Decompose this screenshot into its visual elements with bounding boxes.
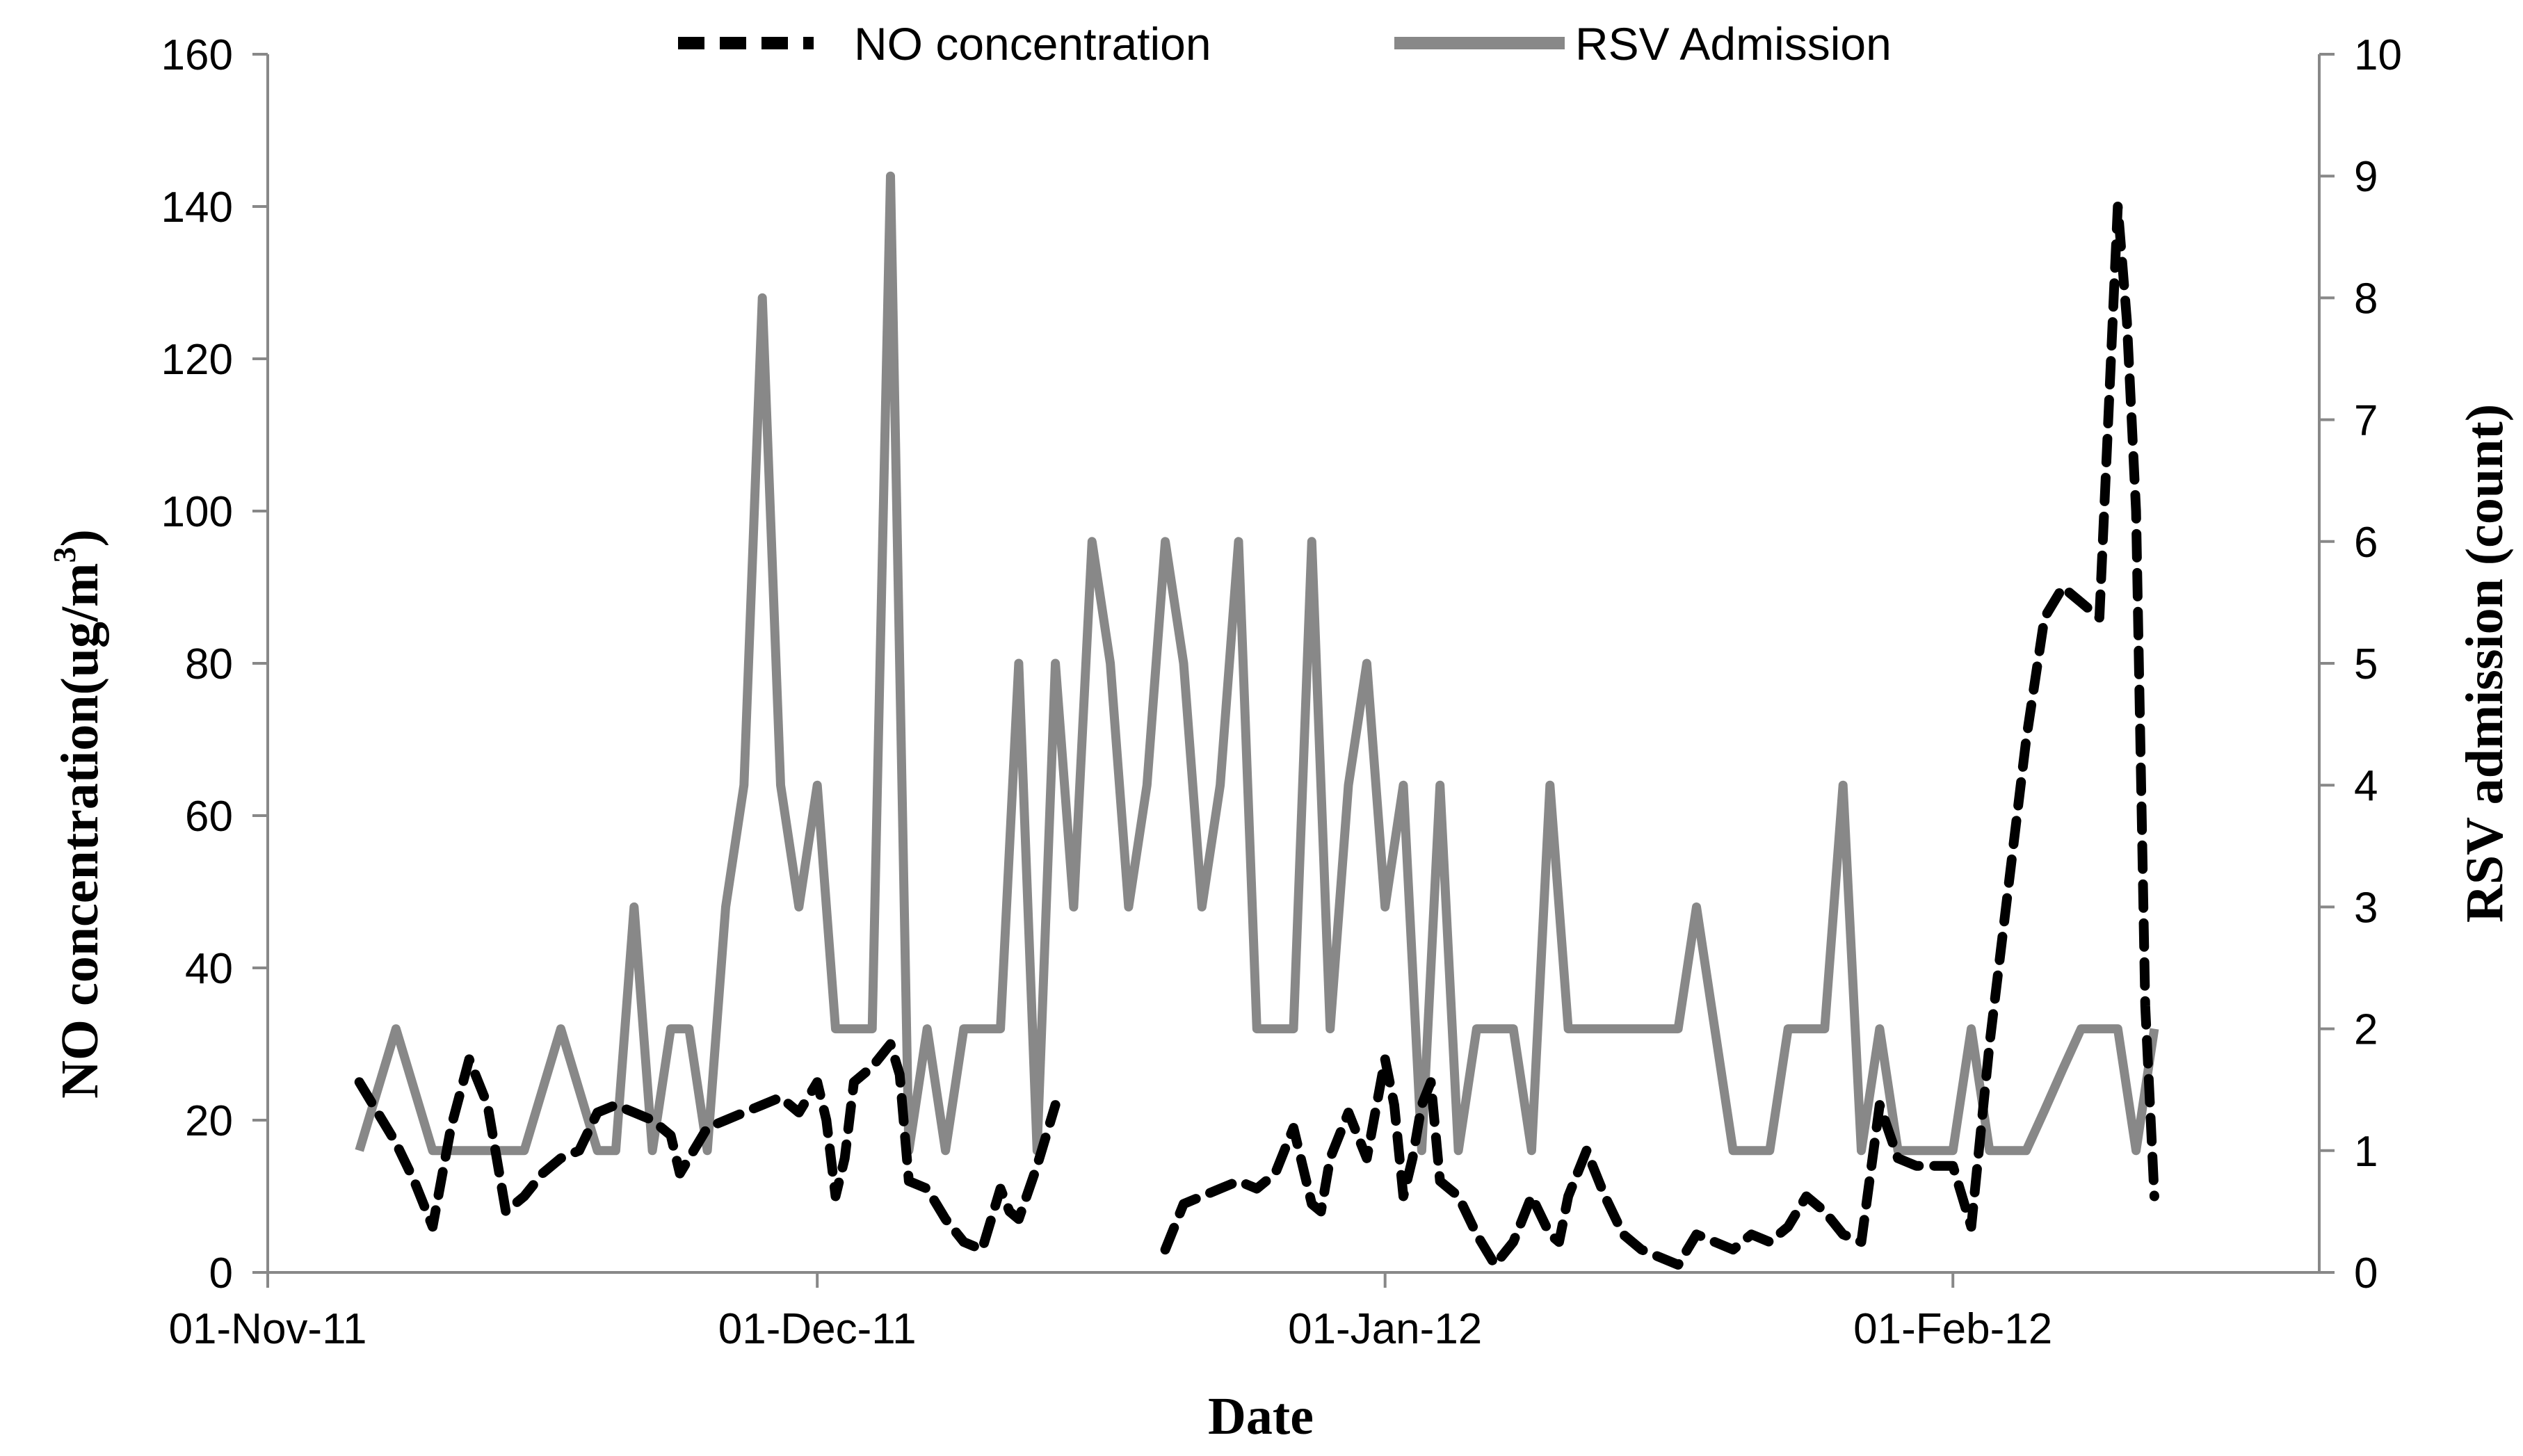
left-y-tick-label: 0 [209, 1249, 233, 1297]
left-y-tick-label: 100 [161, 488, 233, 536]
left-y-tick-label: 120 [161, 336, 233, 384]
rsv-admission-series-line [355, 171, 2159, 1156]
legend: NO concentration RSV Admission [678, 18, 1892, 70]
x-tick-label: 01-Dec-11 [718, 1305, 917, 1353]
left-y-axis-title-superscript: 3 [47, 547, 82, 563]
x-axis-ticks: 01-Nov-11 01-Dec-11 01-Jan-12 01-Feb-12 [169, 1272, 2052, 1353]
left-y-tick-label: 80 [185, 640, 233, 688]
right-y-tick-label: 7 [2354, 397, 2378, 445]
x-tick-label: 01-Feb-12 [1853, 1305, 2052, 1353]
left-y-axis-title: NO concentration(ug/m3) [47, 529, 109, 1099]
right-y-axis-ticks: 0 1 2 3 4 5 6 7 8 9 10 [2319, 31, 2402, 1297]
series-layer [354, 171, 2159, 1270]
x-axis-title: Date [1208, 1387, 1314, 1446]
right-y-tick-label: 6 [2354, 519, 2378, 567]
left-y-tick-label: 160 [161, 31, 233, 79]
left-y-axis-ticks: 0 20 40 60 80 100 120 140 160 [161, 31, 268, 1297]
right-y-tick-label: 10 [2354, 31, 2402, 79]
legend-rsv-admission-label: RSV Admission [1575, 18, 1892, 70]
right-y-tick-label: 4 [2354, 762, 2378, 810]
left-y-axis-title-close: ) [51, 529, 109, 547]
legend-no-concentration-label: NO concentration [854, 18, 1211, 70]
no-concentration-series-line [354, 1039, 1061, 1255]
left-y-tick-label: 140 [161, 184, 233, 232]
right-y-tick-label: 8 [2354, 275, 2378, 323]
right-y-tick-label: 1 [2354, 1128, 2378, 1176]
no-concentration-series-line [1160, 202, 2159, 1270]
right-y-tick-label: 2 [2354, 1006, 2378, 1054]
left-y-tick-label: 60 [185, 793, 233, 841]
left-y-tick-label: 40 [185, 945, 233, 993]
right-y-tick-label: 3 [2354, 884, 2378, 932]
right-y-tick-label: 0 [2354, 1249, 2378, 1297]
x-tick-label: 01-Jan-12 [1288, 1305, 1482, 1353]
left-y-axis-title-main: NO concentration(ug/m [51, 563, 109, 1099]
x-tick-label: 01-Nov-11 [169, 1305, 367, 1353]
right-y-axis-title: RSV admission (count) [2456, 404, 2514, 923]
right-y-tick-label: 5 [2354, 640, 2378, 688]
left-y-tick-label: 20 [185, 1097, 233, 1145]
right-y-tick-label: 9 [2354, 153, 2378, 201]
